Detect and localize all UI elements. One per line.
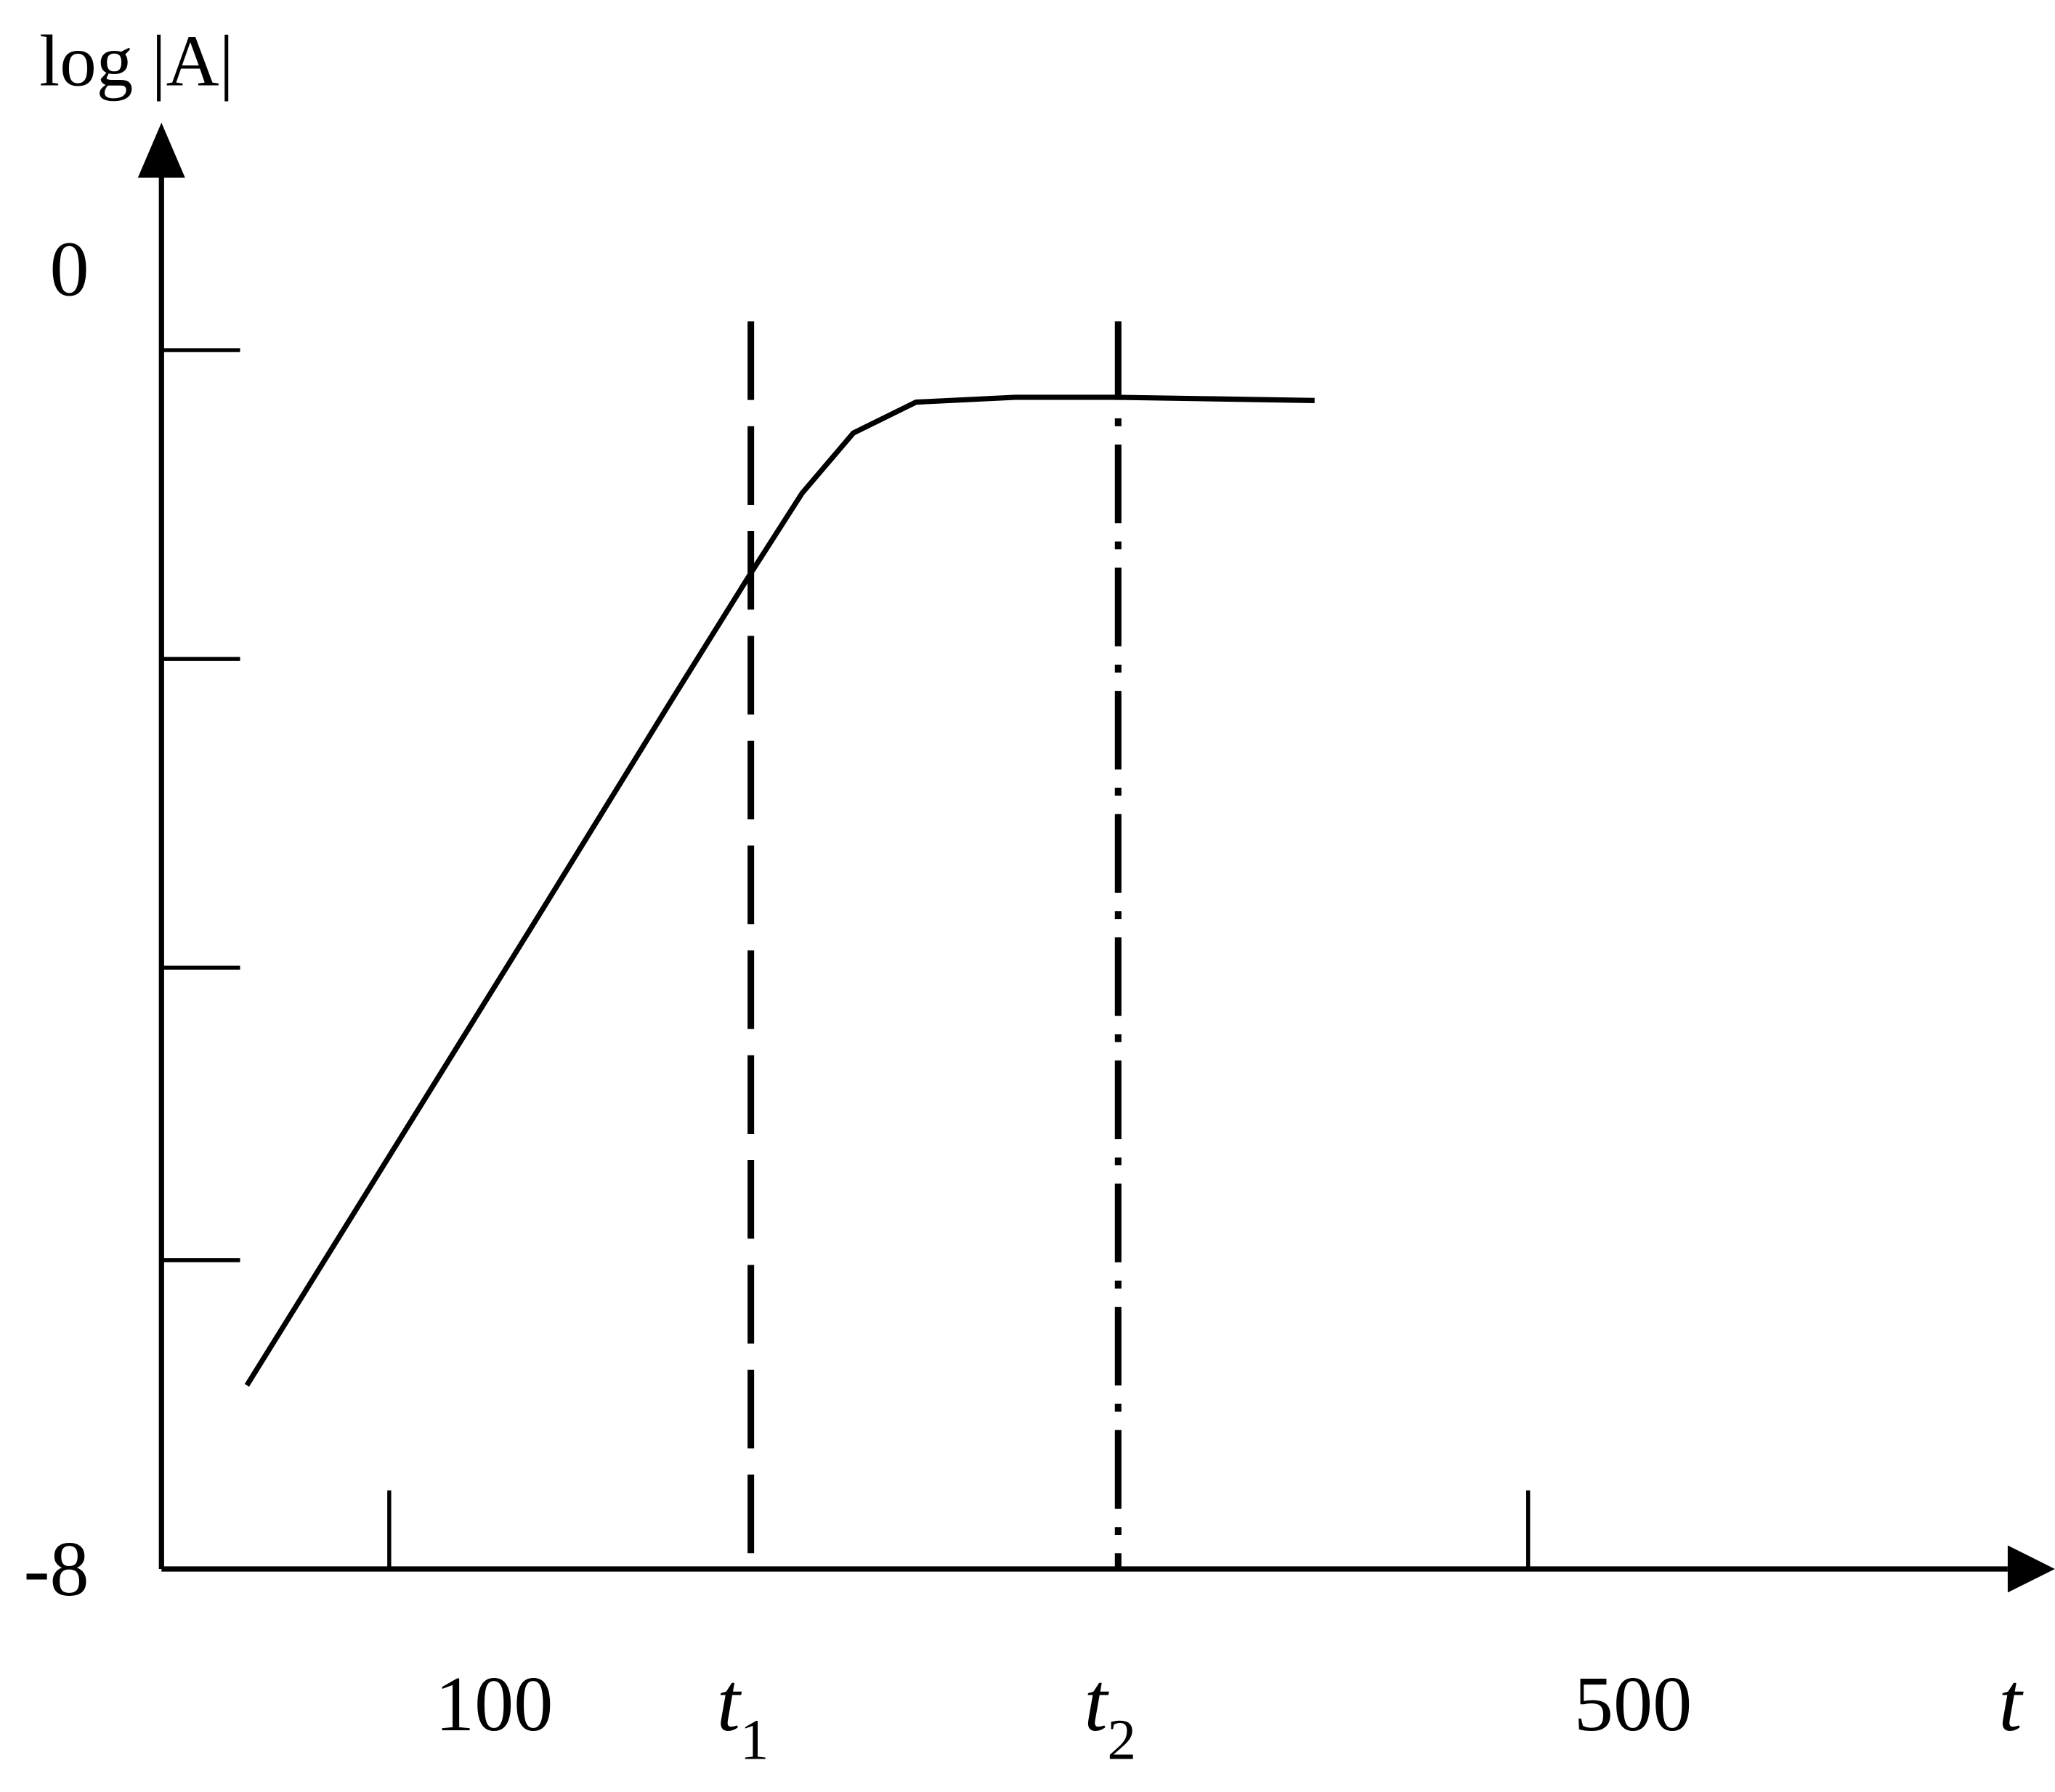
x-axis-arrow bbox=[2007, 1545, 2055, 1593]
data-line bbox=[244, 394, 1315, 1387]
reference-label-subscript: 2 bbox=[1107, 1708, 1136, 1772]
reference-label-subscript: 1 bbox=[740, 1708, 769, 1772]
y-axis-label: log |A| bbox=[39, 20, 234, 102]
reference-label: t2 bbox=[1084, 1655, 1136, 1772]
x-tick-label: 100 bbox=[435, 1661, 553, 1748]
x-tick-label: 500 bbox=[1574, 1661, 1692, 1748]
reference-label: t1 bbox=[717, 1655, 769, 1772]
y-tick-label: 0 bbox=[50, 226, 89, 312]
reference-label-main: t bbox=[1084, 1655, 1109, 1748]
reference-label-main: t bbox=[717, 1655, 742, 1748]
x-axis-label: t bbox=[1998, 1655, 2024, 1748]
y-tick-label: -8 bbox=[23, 1526, 89, 1613]
y-axis-arrow bbox=[137, 122, 185, 178]
